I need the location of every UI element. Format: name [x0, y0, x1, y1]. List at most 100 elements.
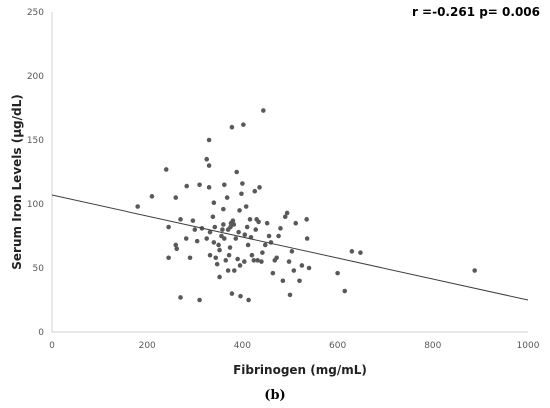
- data-point: [472, 268, 477, 273]
- data-point: [166, 224, 171, 230]
- data-point: [229, 124, 235, 130]
- x-tick-label: 800: [424, 341, 441, 351]
- data-point: [287, 292, 293, 298]
- data-point: [217, 274, 222, 280]
- data-point: [257, 185, 262, 190]
- data-point: [259, 259, 264, 264]
- data-point: [304, 217, 309, 222]
- data-point: [266, 233, 272, 239]
- data-point: [245, 242, 251, 248]
- data-point: [210, 214, 216, 220]
- data-point: [229, 291, 235, 296]
- data-point: [241, 122, 246, 127]
- data-point: [243, 204, 249, 209]
- data-point: [237, 208, 242, 213]
- data-points: [135, 108, 477, 303]
- data-point: [280, 278, 286, 284]
- data-point: [174, 246, 180, 252]
- data-point: [204, 156, 209, 162]
- data-point: [206, 185, 212, 190]
- data-point: [291, 268, 297, 273]
- correlation-annotation: r =-0.261 p= 0.006: [412, 5, 540, 19]
- data-point: [216, 242, 221, 248]
- data-point: [255, 258, 260, 263]
- data-point: [217, 247, 222, 253]
- data-point: [149, 194, 155, 199]
- data-point: [297, 278, 302, 284]
- x-tick-labels: 0 200 400 600 800 1000: [49, 341, 540, 351]
- data-point: [358, 250, 363, 255]
- data-point: [213, 255, 219, 261]
- data-point: [239, 191, 244, 197]
- data-point: [221, 222, 226, 227]
- data-point: [194, 238, 200, 244]
- data-point: [232, 268, 237, 273]
- x-axis-title: Fibrinogen (mg/mL): [233, 363, 367, 377]
- data-point: [246, 297, 251, 303]
- panel-label: (b): [264, 388, 285, 403]
- data-point: [234, 169, 239, 175]
- data-point: [256, 219, 261, 225]
- data-point: [197, 297, 202, 303]
- data-point: [289, 249, 295, 254]
- data-point: [212, 224, 218, 230]
- data-point: [253, 227, 259, 232]
- data-point: [335, 270, 340, 276]
- data-point: [221, 206, 226, 212]
- data-point: [220, 227, 225, 232]
- data-point: [233, 236, 239, 241]
- data-point: [187, 255, 193, 261]
- data-point: [262, 242, 268, 248]
- x-tick-label: 600: [329, 341, 346, 351]
- x-tick-label: 0: [49, 341, 55, 351]
- x-tick-label: 1000: [517, 341, 540, 351]
- data-point: [211, 200, 217, 206]
- data-point: [247, 217, 253, 222]
- y-axis-title: Serum Iron Levels (µg/dL): [10, 94, 24, 269]
- data-point: [163, 167, 169, 172]
- data-point: [286, 259, 292, 264]
- data-point: [230, 218, 236, 223]
- data-point: [284, 210, 290, 216]
- data-point: [242, 232, 248, 238]
- data-point: [206, 163, 212, 168]
- data-point: [237, 263, 243, 268]
- data-point: [282, 214, 288, 220]
- data-point: [207, 252, 213, 258]
- y-tick-label: 100: [27, 200, 44, 210]
- data-point: [192, 227, 198, 232]
- data-point: [293, 220, 299, 226]
- trendline: [51, 194, 529, 301]
- data-point: [264, 220, 270, 226]
- data-point: [206, 137, 212, 143]
- data-point: [183, 236, 189, 241]
- data-point: [249, 252, 255, 258]
- data-point: [231, 222, 237, 227]
- data-point: [235, 256, 240, 262]
- data-point: [238, 293, 243, 299]
- data-point: [173, 242, 179, 248]
- data-point: [207, 229, 213, 235]
- data-point: [204, 236, 209, 241]
- y-tick-labels: 0 50 100 150 200 250: [27, 8, 44, 338]
- axes: [51, 12, 528, 333]
- data-point: [274, 255, 279, 261]
- y-tick-label: 150: [27, 136, 44, 146]
- data-point: [222, 182, 227, 188]
- data-point: [225, 268, 231, 273]
- x-tick-label: 400: [234, 341, 251, 351]
- y-tick-label: 0: [38, 328, 44, 338]
- data-point: [211, 240, 217, 245]
- data-point: [178, 217, 183, 222]
- data-point: [135, 204, 140, 209]
- data-point: [190, 218, 196, 223]
- y-tick-label: 250: [27, 8, 44, 18]
- data-point: [222, 236, 227, 241]
- data-point: [228, 224, 233, 230]
- data-point: [261, 108, 266, 113]
- data-point: [178, 295, 183, 300]
- data-point: [197, 182, 202, 188]
- data-point: [227, 245, 233, 250]
- data-point: [252, 188, 258, 194]
- x-tick-label: 200: [139, 341, 156, 351]
